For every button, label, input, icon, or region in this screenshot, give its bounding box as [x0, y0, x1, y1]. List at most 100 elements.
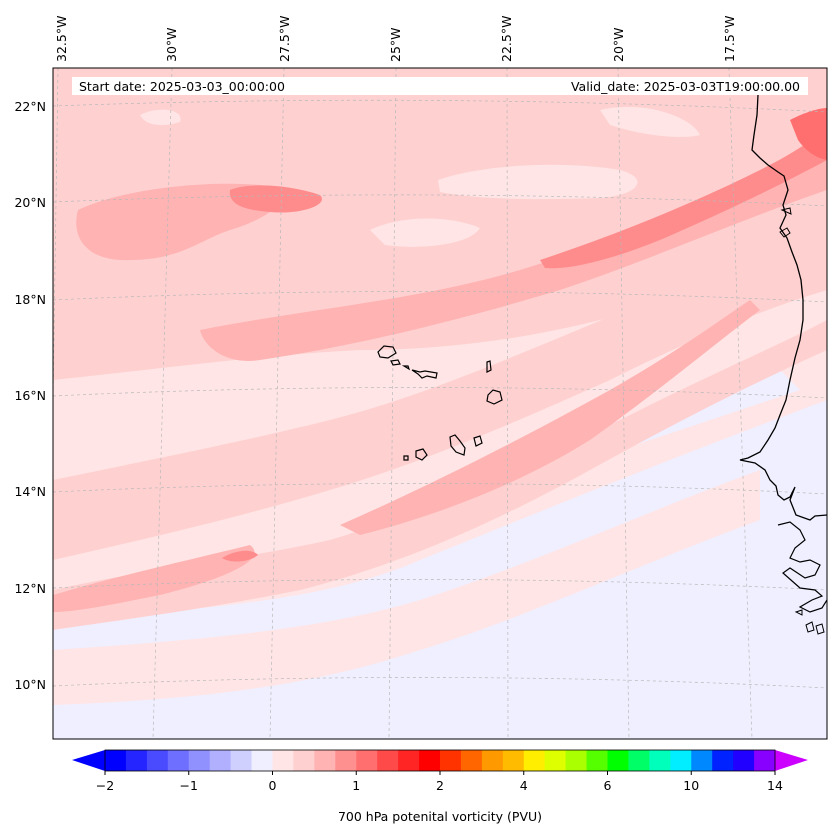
colorbar-extend-right [775, 750, 808, 771]
pv-contour-pink-band-mid [53, 240, 827, 560]
colorbar-tick-label: −1 [180, 778, 198, 793]
lon-tick-label: 27.5°W [277, 16, 292, 62]
colorbar-segment [335, 750, 357, 771]
island-fogo [415, 448, 428, 461]
info-banner [72, 77, 808, 95]
colorbar-extend-left [72, 750, 105, 771]
lat-tick-label: 20°N [14, 195, 46, 210]
colorbar-segment [125, 750, 148, 771]
colorbar-segment [209, 750, 232, 771]
colorbar-tick-label: −2 [96, 778, 114, 793]
colorbar-segment [586, 750, 608, 771]
colorbar-segment [649, 750, 671, 771]
pv-contour-high-coast [790, 108, 827, 160]
coast-islands-bijagos [794, 609, 825, 635]
colorbar-tick-label: 14 [767, 778, 783, 793]
pv-contour-high-southwest [222, 550, 258, 562]
lon-tick-label: 20°W [611, 27, 626, 62]
colorbar-tick-label: 1 [352, 778, 360, 793]
colorbar-segment [314, 750, 336, 771]
lat-tick-label: 14°N [14, 484, 46, 499]
colorbar-segment [754, 750, 776, 771]
colorbar-ticks: −2 −1 0 1 2 4 6 10 14 [96, 771, 783, 793]
lon-tick-label: 30°W [164, 27, 179, 62]
island-santa-luzia [401, 365, 411, 371]
pv-contour-white-patch-1 [438, 164, 638, 200]
pv-contour-high-northeast [540, 125, 827, 269]
colorbar-segment [440, 750, 462, 771]
pv-contour-white-patch-3 [600, 106, 700, 137]
colorbar-segment [712, 750, 734, 771]
colorbar-segment [293, 750, 315, 771]
map-panel [53, 68, 827, 739]
colorbar-segment [544, 750, 567, 771]
lat-tick-label: 18°N [14, 292, 46, 307]
colorbar-tick-label: 4 [520, 778, 528, 793]
colorbar-segment [188, 750, 211, 771]
valid-date-label: Valid_date: 2025-03-03T19:00:00.00 [571, 79, 800, 94]
pv-contour-white-patch-4 [140, 109, 181, 126]
lat-tick-label: 22°N [14, 99, 46, 114]
colorbar-segment [105, 750, 127, 771]
african-coastline [739, 94, 827, 521]
colorbar-segment [628, 750, 650, 771]
colorbar-tick-label: 2 [436, 778, 444, 793]
pv-contour-mid-northwest [76, 183, 282, 261]
pv-contour-high-northwest [229, 185, 322, 213]
lat-tick-label: 12°N [14, 581, 46, 596]
island-maio [473, 435, 483, 447]
graticule [53, 68, 827, 739]
colorbar-segment [460, 750, 483, 771]
colorbar-segment [146, 750, 169, 771]
lon-tick-label: 22.5°W [499, 16, 514, 62]
colorbar-tick-label: 6 [604, 778, 612, 793]
colorbar-segment [167, 750, 190, 771]
african-coastline-south [777, 521, 827, 613]
pv-contour-mid-belt [200, 150, 827, 361]
island-sal [486, 360, 492, 373]
pv-contour-low-south-inner [53, 470, 760, 705]
pv-contour-white-patch-5 [100, 401, 141, 416]
island-sao-vicente [390, 359, 401, 366]
lat-tick-label: 16°N [14, 388, 46, 403]
island-boa-vista [486, 389, 503, 405]
colorbar-segment [670, 750, 692, 771]
island-sao-nicolau [411, 369, 438, 379]
lon-tick-labels: 32.5°W 30°W 27.5°W 25°W 22.5°W 20°W 17.5… [54, 16, 737, 62]
colorbar-segment [733, 750, 755, 771]
lon-tick-label: 17.5°W [722, 16, 737, 62]
pv-contour-mid-southwest [53, 545, 255, 612]
colorbar-segment [356, 750, 378, 771]
map-frame [52, 67, 828, 740]
colorbar-tick-label: 10 [683, 778, 699, 793]
colorbar-segment [481, 750, 504, 771]
pv-contour-mid-diagonal [340, 300, 760, 535]
colorbar-label: 700 hPa potenital vorticity (PVU) [338, 809, 542, 824]
start-date-label: Start date: 2025-03-03_00:00:00 [79, 79, 285, 94]
colorbar-segment [419, 750, 441, 771]
colorbar-segment [691, 750, 713, 771]
lon-tick-label: 32.5°W [54, 16, 69, 62]
colorbar-segment [251, 750, 273, 771]
colorbar-segment [523, 750, 546, 771]
colorbar-segment [377, 750, 399, 771]
lat-tick-label: 10°N [14, 677, 46, 692]
island-santiago [449, 434, 466, 456]
colorbar-segment [398, 750, 420, 771]
cabo-verde-islands [377, 345, 503, 461]
colorbar: −2 −1 0 1 2 4 6 10 14 700 hPa potenital vorticit… [72, 749, 808, 824]
island-brava [403, 455, 409, 461]
colorbar-segment [272, 750, 294, 771]
colorbar-segment [502, 750, 525, 771]
colorbar-tick-label: 0 [269, 778, 277, 793]
colorbar-segment [565, 750, 588, 771]
island-santo-antao [377, 345, 397, 359]
colorbar-segments [105, 750, 776, 771]
pv-contour-white-patch-2 [370, 218, 480, 247]
coast-islands-north [779, 207, 792, 238]
colorbar-segment [230, 750, 253, 771]
lon-tick-label: 25°W [388, 27, 403, 62]
lat-tick-labels: 22°N 20°N 18°N 16°N 14°N 12°N 10°N [14, 99, 46, 692]
colorbar-segment [607, 750, 629, 771]
